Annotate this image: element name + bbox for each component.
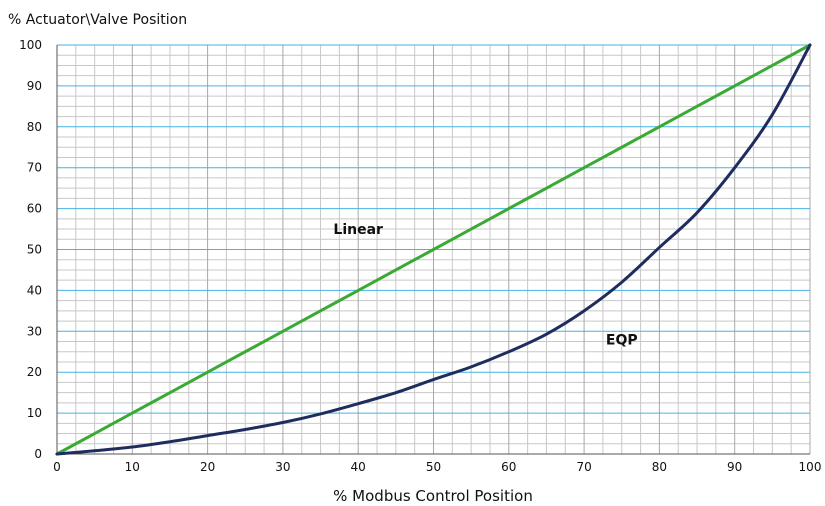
x-tick-label: 30 — [275, 460, 290, 474]
y-tick-label: 0 — [34, 447, 42, 461]
x-tick-label: 10 — [125, 460, 140, 474]
y-tick-label: 100 — [19, 38, 42, 52]
x-tick-label: 90 — [727, 460, 742, 474]
y-tick-label: 20 — [27, 365, 42, 379]
x-tick-label: 80 — [652, 460, 667, 474]
series-line-eqp — [55, 43, 812, 456]
series-label-linear: Linear — [333, 222, 383, 238]
y-tick-label: 60 — [27, 202, 42, 216]
y-tick-label: 70 — [27, 161, 42, 175]
y-tick-label: 80 — [27, 120, 42, 134]
y-tick-label: 90 — [27, 79, 42, 93]
y-tick-label: 10 — [27, 406, 42, 420]
series-label-eqp: EQP — [606, 332, 638, 348]
x-tick-label: 40 — [351, 460, 366, 474]
x-tick-label: 70 — [576, 460, 591, 474]
x-axis-label: % Modbus Control Position — [333, 487, 533, 505]
x-tick-label: 100 — [799, 460, 822, 474]
x-tick-label: 60 — [501, 460, 516, 474]
x-tick-label: 20 — [200, 460, 215, 474]
plot-area: 0 10 20 30 40 50 60 70 80 90 100 0 10 20 30 40 50 60 70 80 9… — [19, 38, 821, 474]
series-line-linear — [55, 43, 812, 456]
y-axis-label: % Actuator\Valve Position — [8, 12, 187, 28]
y-tick-label: 30 — [27, 324, 42, 338]
y-tick-label: 40 — [27, 283, 42, 297]
x-tick-label: 50 — [426, 460, 441, 474]
x-tick-label: 0 — [53, 460, 61, 474]
y-tick-label: 50 — [27, 243, 42, 257]
